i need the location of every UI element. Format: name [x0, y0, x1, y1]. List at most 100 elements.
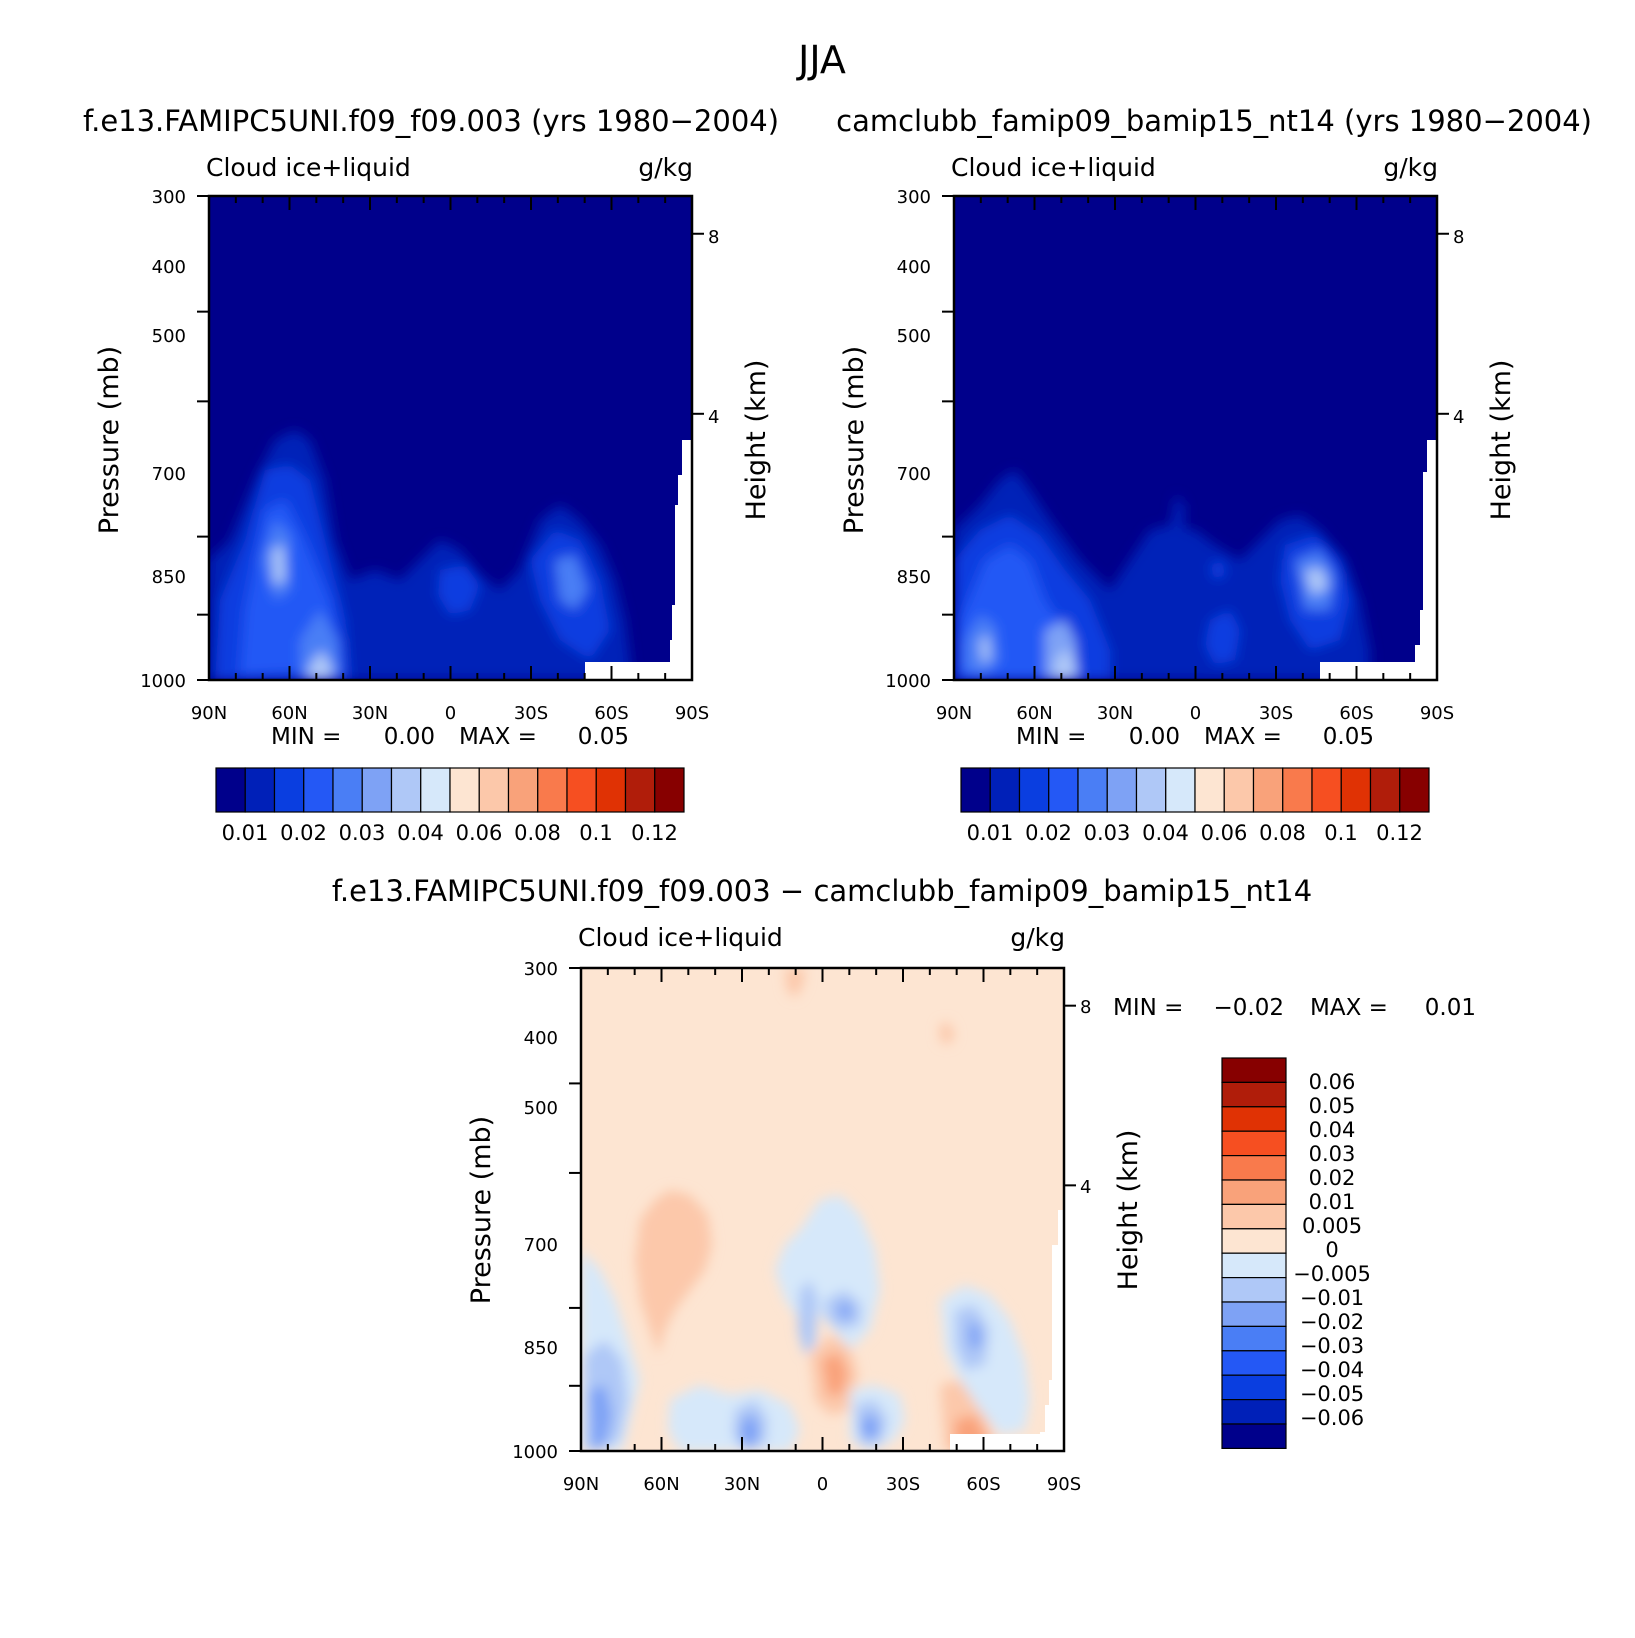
x-tick-label: 0 [445, 703, 456, 724]
y-tick-label: 300 [897, 187, 931, 208]
colorbar-swatch [1135, 767, 1167, 813]
colorbar-labels: 0.01 0.02 0.03 0.04 0.06 0.08 0.1 0.12 [222, 821, 678, 845]
plot-field [954, 196, 1437, 680]
colorbar-swatch [507, 767, 539, 813]
colorbar-swatch [1221, 1228, 1287, 1254]
colorbar-label: 0.06 [456, 821, 503, 845]
x-tick-label: 60N [1016, 703, 1052, 724]
x-tick-label: 30N [1097, 703, 1133, 724]
panel-top-right: camclubb_famip09_bamip15_nt14 (yrs 1980−… [836, 104, 1592, 845]
colorbar-label: 0.04 [1142, 821, 1189, 845]
colorbar-swatch [537, 767, 568, 813]
colorbar-swatch [1221, 1423, 1287, 1449]
y-axis-title: Pressure (mb) [466, 1116, 497, 1304]
x-tick-label: 60S [594, 703, 628, 724]
colorbar-swatch [1311, 767, 1342, 813]
y-tick-label: 1000 [885, 671, 931, 692]
colorbar-label: −0.06 [1300, 1406, 1364, 1430]
x-tick-label: 60N [271, 703, 307, 724]
colorbar-swatch [1221, 1106, 1287, 1132]
figure-title: JJA [796, 38, 846, 82]
y-tick-label: 400 [152, 257, 186, 278]
colorbar-label: −0.04 [1300, 1358, 1364, 1382]
colorbar-label: 0 [1325, 1238, 1338, 1262]
colorbar-swatch [1221, 1203, 1287, 1230]
y-axis-title: Pressure (mb) [94, 346, 125, 534]
colorbar-swatch [303, 767, 334, 813]
colorbar-label: −0.03 [1300, 1334, 1364, 1358]
y2-axis-title: Height (km) [1486, 360, 1517, 521]
colorbar-swatch [1048, 767, 1079, 813]
colorbar-label: 0.03 [1309, 1142, 1356, 1166]
colorbar-swatch [273, 767, 305, 813]
colorbar-labels: 0.06 0.05 0.04 0.03 0.02 0.01 0.005 0 −0… [1293, 1070, 1371, 1430]
min-label: MIN = [271, 724, 341, 750]
colorbar-swatch [566, 767, 597, 813]
y-tick-label: 400 [897, 257, 931, 278]
colorbar-label: 0.02 [1025, 821, 1072, 845]
colorbar-swatch [420, 767, 451, 813]
units-label: g/kg [638, 153, 693, 182]
min-value: 0.00 [384, 724, 435, 750]
colorbar-swatch [215, 767, 246, 813]
x-tick-label: 60S [1339, 703, 1373, 724]
colorbar-swatch [1194, 767, 1225, 813]
colorbar-swatch [1399, 767, 1430, 813]
x-tick-label: 60S [966, 1474, 1000, 1495]
y-tick-label: 1000 [140, 671, 186, 692]
axis-ticks [197, 195, 704, 681]
colorbar-label: 0.02 [1309, 1166, 1356, 1190]
colorbar-swatch [1221, 1398, 1287, 1425]
x-tick-label: 90S [1047, 1474, 1081, 1495]
colorbar-label: 0.12 [631, 821, 678, 845]
max-value: 0.01 [1425, 995, 1476, 1021]
x-tick-label: 30N [352, 703, 388, 724]
colorbar-label: 0.1 [1324, 821, 1357, 845]
x-tick-label: 90N [563, 1474, 599, 1495]
colorbar-label: −0.005 [1293, 1262, 1371, 1286]
panel-title: f.e13.FAMIPC5UNI.f09_f09.003 (yrs 1980−2… [83, 104, 779, 138]
colorbar-swatch [1165, 767, 1196, 813]
max-label: MAX = [459, 724, 537, 750]
y2-tick-label: 8 [1453, 227, 1464, 248]
colorbar-label: 0.01 [222, 821, 269, 845]
colorbar-label: 0.12 [1376, 821, 1423, 845]
y2-tick-label: 4 [708, 407, 719, 428]
panel-title: f.e13.FAMIPC5UNI.f09_f09.003 − camclubb_… [332, 874, 1312, 908]
colorbar-label: 0.04 [1309, 1118, 1356, 1142]
y-tick-labels: 300 400 500 700 850 1000 [512, 959, 558, 1463]
max-value: 0.05 [1323, 724, 1374, 750]
colorbar-label: 0.06 [1309, 1070, 1356, 1094]
colorbar-swatch [1077, 767, 1108, 813]
panel-title: camclubb_famip09_bamip15_nt14 (yrs 1980−… [836, 104, 1592, 138]
max-label: MAX = [1310, 995, 1388, 1021]
y-tick-label: 500 [152, 326, 186, 347]
colorbar-swatch [1221, 1252, 1287, 1279]
colorbar-swatch [390, 767, 422, 813]
colorbar-swatch [361, 767, 393, 813]
x-tick-label: 30S [514, 703, 548, 724]
y-tick-label: 1000 [512, 1442, 558, 1463]
min-label: MIN = [1113, 995, 1183, 1021]
colorbar-label: 0.06 [1201, 821, 1248, 845]
y-tick-label: 300 [152, 187, 186, 208]
y-tick-label: 300 [524, 959, 558, 980]
colorbar-labels: 0.01 0.02 0.03 0.04 0.06 0.08 0.1 0.12 [967, 821, 1423, 845]
colorbar-swatch [449, 767, 480, 813]
colorbar-label: −0.05 [1300, 1382, 1364, 1406]
colorbar-swatch [1223, 767, 1255, 813]
y-tick-label: 400 [524, 1028, 558, 1049]
colorbar [215, 767, 685, 813]
y-tick-label: 500 [897, 326, 931, 347]
max-value: 0.05 [578, 724, 629, 750]
x-tick-label: 30S [886, 1474, 920, 1495]
colorbar-swatch [595, 767, 627, 813]
colorbar-swatch [332, 767, 363, 813]
colorbar-swatch [654, 767, 685, 813]
colorbar-label: 0.08 [514, 821, 561, 845]
colorbar-label: 0.1 [579, 821, 612, 845]
colorbar-swatch [478, 767, 510, 813]
colorbar-swatch [1221, 1276, 1287, 1303]
y-tick-label: 700 [524, 1235, 558, 1256]
